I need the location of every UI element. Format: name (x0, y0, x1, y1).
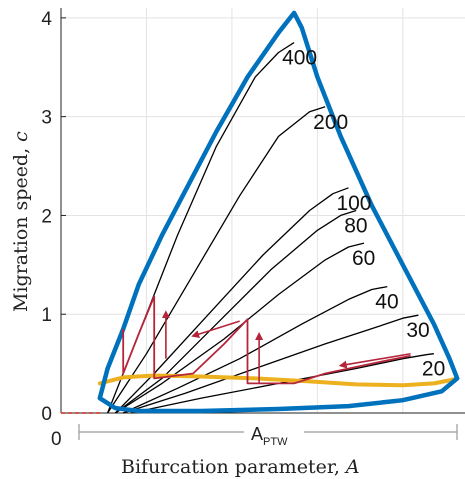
y-tick-label: 0 (41, 404, 52, 425)
curve-label-100: 100 (336, 192, 371, 215)
red-hysteresis-path (122, 295, 411, 385)
series-curve-40 (122, 285, 388, 414)
aptw-label: APTW (251, 424, 288, 448)
x-tick-label-zero: 0 (51, 429, 62, 450)
y-tick-label: 2 (41, 206, 52, 227)
aptw-bracket: APTW (78, 421, 458, 448)
series-curve-80 (115, 209, 357, 414)
overlay-paths (61, 10, 460, 414)
envelope-curve (97, 10, 460, 414)
y-tick-labels: 0 1 2 3 4 (41, 9, 52, 425)
red-arrow (338, 352, 411, 369)
series-curve-400 (106, 42, 295, 414)
series-curve-30 (123, 314, 419, 414)
y-axis-title: Migration speed, c (10, 131, 32, 312)
curve-label-60: 60 (352, 247, 375, 270)
x-axis-title: Bifurcation parameter, A (121, 456, 360, 478)
curve-label-80: 80 (344, 215, 367, 238)
y-tick-label: 3 (41, 108, 52, 129)
series-curve-20 (130, 353, 434, 414)
curve-label-20: 20 (422, 358, 445, 381)
yellow-curve (97, 373, 460, 388)
curve-label-40: 40 (375, 291, 398, 314)
y-tick-label: 1 (41, 305, 52, 326)
series-curve-200 (107, 106, 326, 414)
curve-label-400: 400 (282, 47, 317, 70)
y-tick-label: 4 (41, 9, 52, 30)
red-arrow (191, 320, 240, 338)
aptw-label-bg (244, 421, 304, 445)
curve-label-200: 200 (313, 111, 348, 134)
series-curve-60 (115, 242, 365, 414)
curve-label-30: 30 (406, 319, 429, 342)
